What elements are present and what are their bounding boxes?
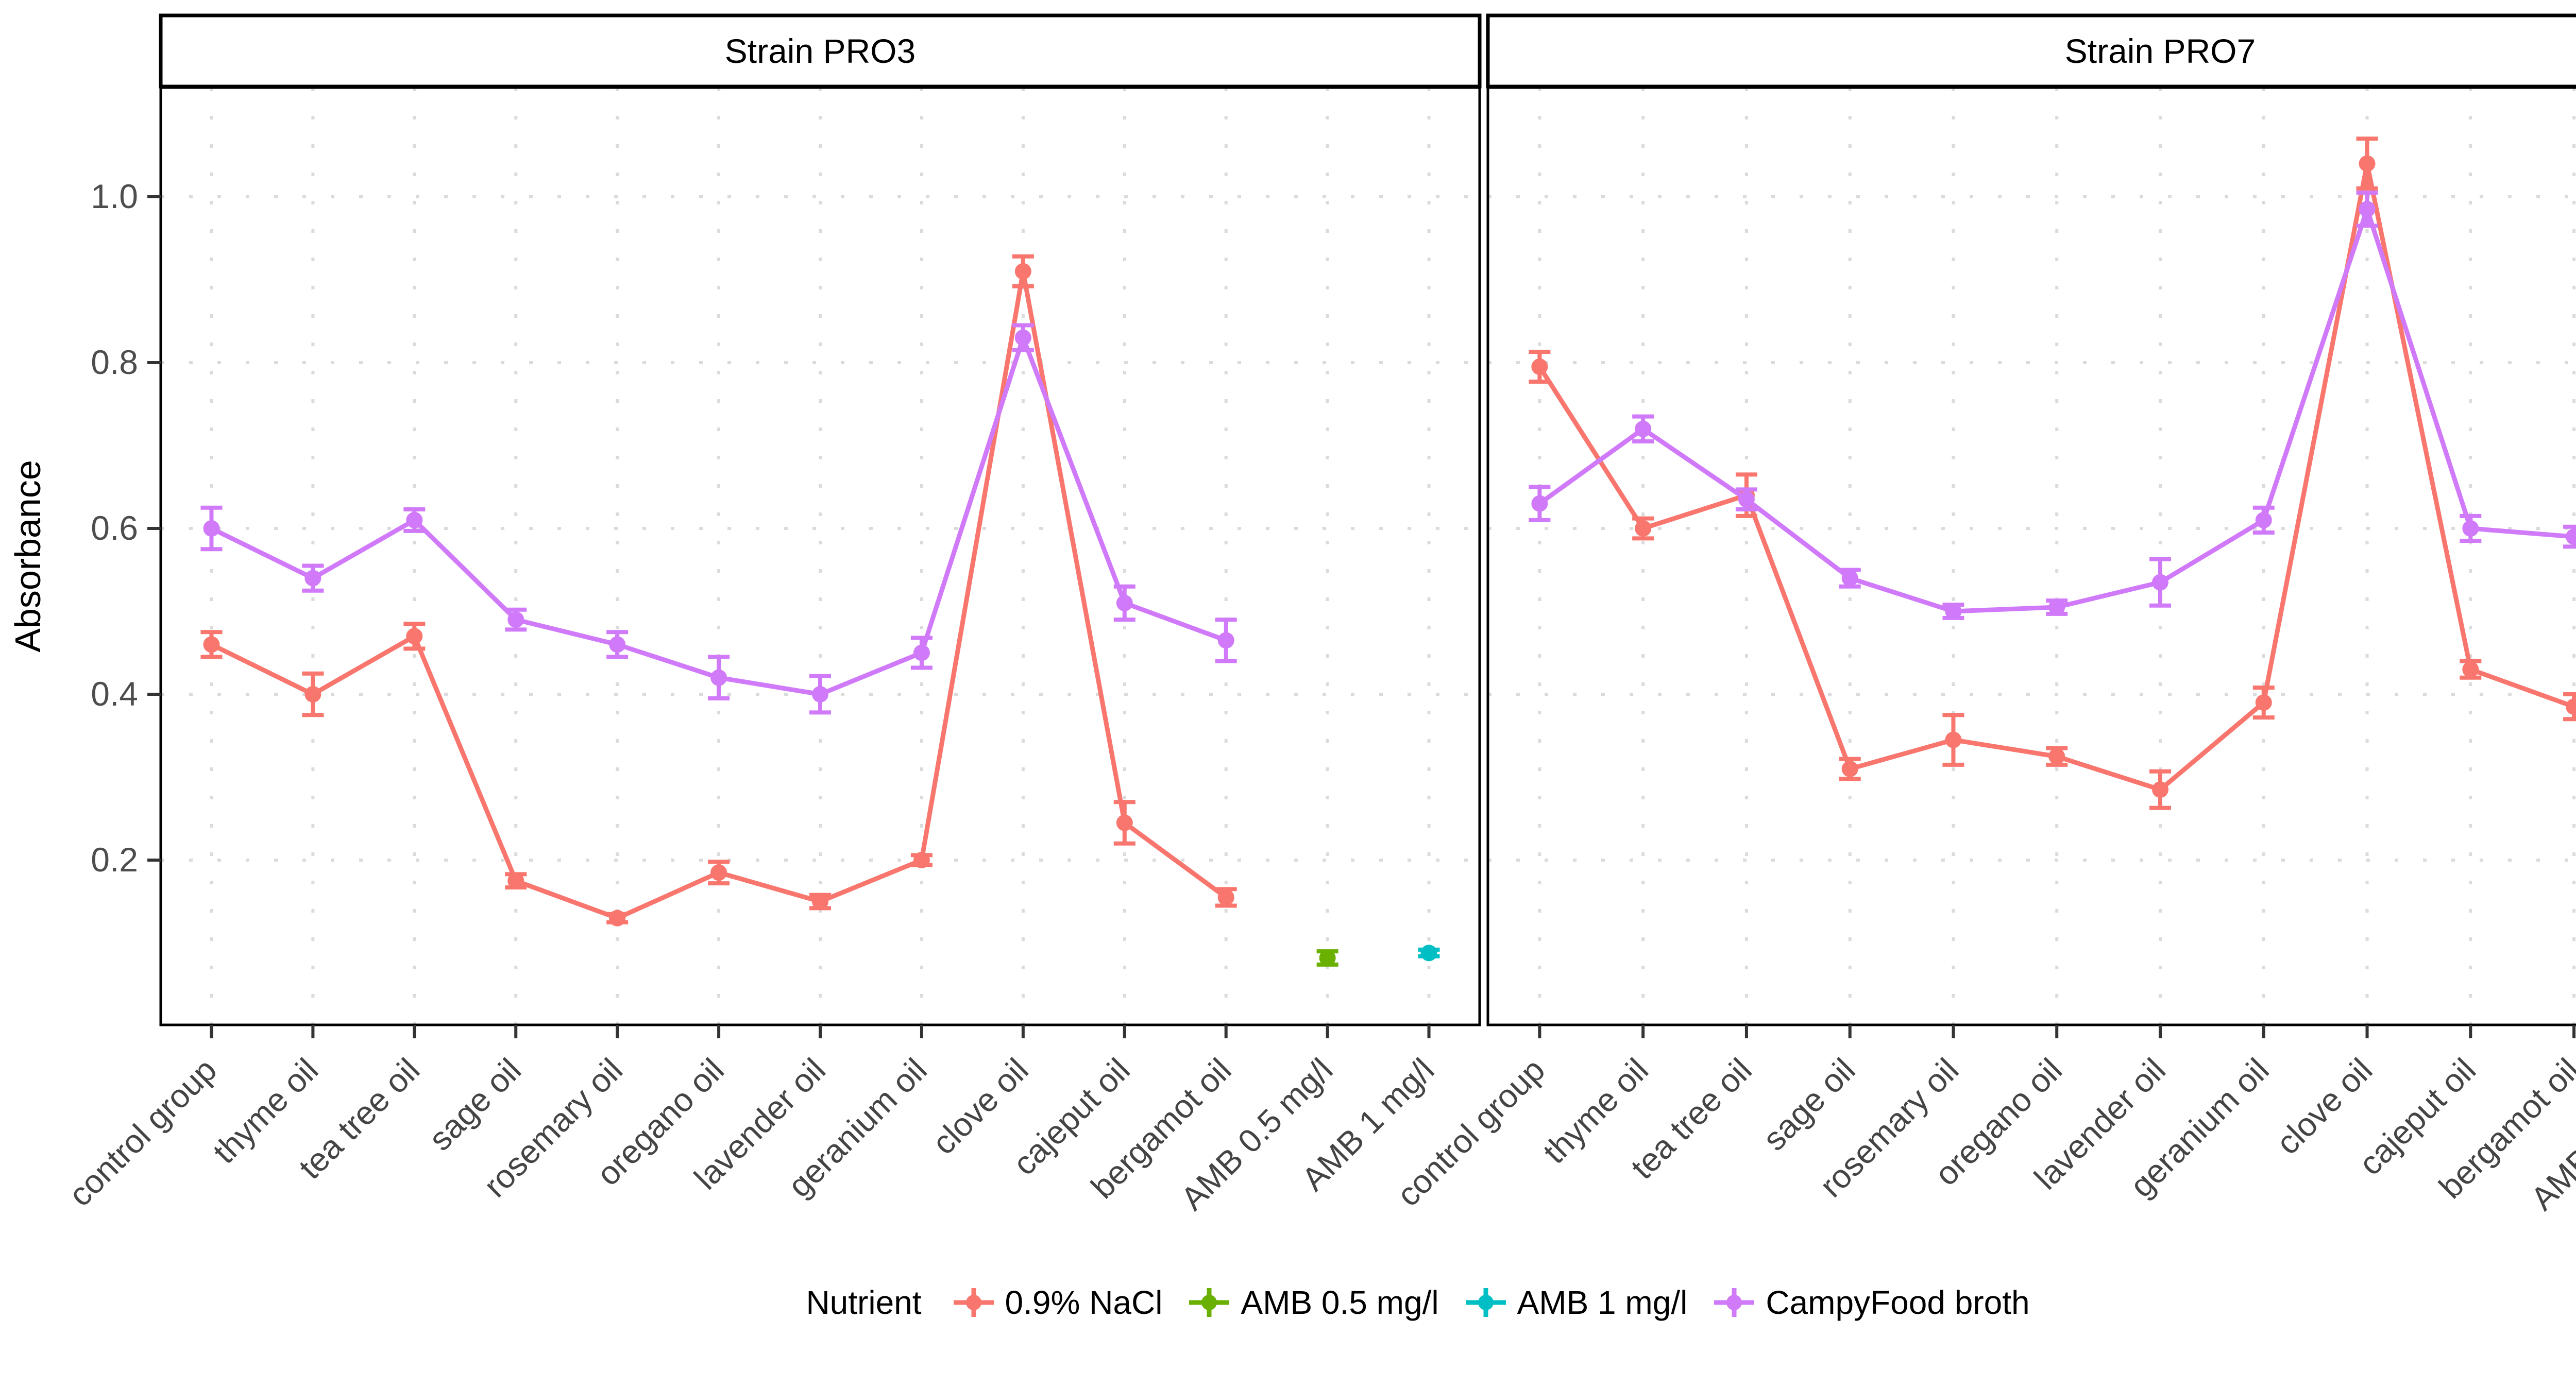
data-point xyxy=(1945,603,1962,620)
facet-strip-label: Strain PRO7 xyxy=(2065,32,2256,70)
data-point xyxy=(2152,781,2168,798)
panel-gridlines xyxy=(1488,88,2576,1025)
data-point xyxy=(812,686,828,702)
data-point xyxy=(2359,201,2376,218)
data-point xyxy=(2048,748,2065,765)
data-point xyxy=(1420,945,1437,962)
legend-item-amb-1-mg-l: AMB 1 mg/l xyxy=(1464,1283,1688,1322)
facet-strip-label: Strain PRO3 xyxy=(725,32,916,70)
series-campyfood-broth xyxy=(200,323,1237,715)
data-point xyxy=(1635,420,1652,437)
data-point xyxy=(507,872,524,889)
legend-item-amb-0-5-mg-l: AMB 0.5 mg/l xyxy=(1187,1283,1439,1322)
data-point xyxy=(1945,731,1962,748)
panel-gridlines xyxy=(161,88,1480,1025)
data-point xyxy=(2462,520,2479,537)
data-point xyxy=(1531,358,1548,375)
data-point xyxy=(1531,495,1548,512)
data-point xyxy=(2462,661,2479,678)
y-tick-label: 0.4 xyxy=(91,675,138,713)
data-point xyxy=(203,520,220,537)
data-point xyxy=(710,669,727,686)
data-point xyxy=(2255,694,2272,711)
data-point xyxy=(304,686,321,702)
data-point xyxy=(1116,594,1133,611)
y-axis: 0.2 0.4 0.6 0.8 1.0 xyxy=(91,177,161,879)
series-line xyxy=(210,271,1228,921)
series-amb-1-mg-l xyxy=(1418,945,1440,962)
data-point xyxy=(1841,570,1858,587)
data-point xyxy=(507,611,524,628)
legend-item-campyfood-broth: CampyFood broth xyxy=(1712,1283,2030,1322)
series-amb-0-5-mg-l xyxy=(1316,949,1338,967)
legend-item-label: CampyFood broth xyxy=(1766,1284,2030,1321)
data-point xyxy=(2152,574,2168,591)
data-point xyxy=(406,511,423,528)
data-point xyxy=(1841,760,1858,777)
data-point xyxy=(1014,329,1031,346)
data-point xyxy=(710,864,727,881)
legend-item-label: AMB 1 mg/l xyxy=(1517,1284,1688,1321)
legend-title: Nutrient xyxy=(806,1284,922,1321)
y-axis-title: Absorbance xyxy=(8,460,48,653)
series-0-9-nacl xyxy=(1529,136,2576,810)
data-point xyxy=(304,570,321,587)
data-point xyxy=(609,636,626,653)
data-point xyxy=(1116,814,1133,831)
data-point xyxy=(1014,263,1031,280)
facet-strip-pro7: Strain PRO7 xyxy=(1486,13,2576,89)
legend: Nutrient 0.9% NaCl AMB 0.5 mg/l AMB 1 mg/l… xyxy=(0,1283,2576,1322)
series-0-9-nacl xyxy=(200,254,1237,927)
data-point xyxy=(609,910,626,927)
legend-key-pointrange xyxy=(953,1288,994,1317)
legend-item-label: AMB 0.5 mg/l xyxy=(1241,1284,1439,1321)
data-point xyxy=(2359,155,2376,172)
data-point xyxy=(812,893,828,910)
data-point xyxy=(1217,889,1234,906)
data-point xyxy=(2566,528,2576,545)
data-point xyxy=(913,852,930,868)
y-tick-label: 1.0 xyxy=(91,177,138,215)
facet-strip-pro3: Strain PRO3 xyxy=(159,13,1482,89)
y-tick-label: 0.2 xyxy=(91,841,138,879)
x-tick-label: sage oil xyxy=(1756,1051,1862,1158)
data-point xyxy=(2048,598,2065,615)
data-point xyxy=(1738,491,1755,508)
legend-key-pointrange xyxy=(1465,1288,1506,1317)
y-tick-label: 0.8 xyxy=(91,343,138,381)
data-point xyxy=(1217,632,1234,649)
legend-item-0-9-nacl: 0.9% NaCl xyxy=(952,1283,1163,1322)
data-point xyxy=(1635,520,1652,537)
legend-item-label: 0.9% NaCl xyxy=(1005,1284,1163,1321)
series-campyfood-broth xyxy=(1529,190,2576,620)
data-point xyxy=(203,636,220,653)
data-point xyxy=(2566,698,2576,715)
data-point xyxy=(1319,949,1336,966)
legend-key-pointrange xyxy=(1189,1288,1230,1317)
data-point xyxy=(406,628,423,645)
legend-key-pointrange xyxy=(1714,1288,1755,1317)
data-point xyxy=(913,644,930,661)
y-tick-label: 0.6 xyxy=(91,509,138,547)
panel-border xyxy=(1486,86,2576,1026)
data-point xyxy=(2255,511,2272,528)
x-tick-label: control group xyxy=(61,1051,224,1213)
